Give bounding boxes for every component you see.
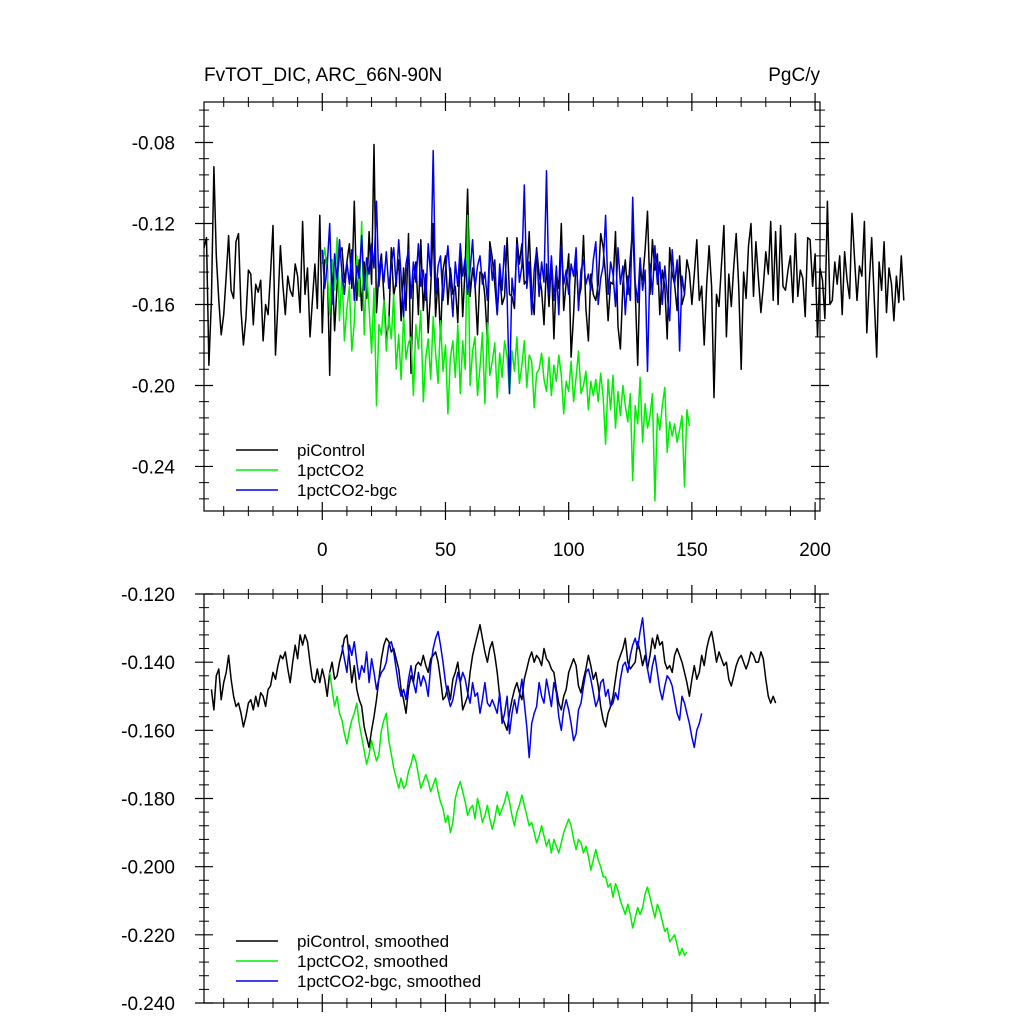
y-tick-label: -0.240 — [121, 994, 175, 1015]
legend-label-picontrol: piControl — [297, 441, 365, 460]
series-line-picontrol — [203, 143, 905, 399]
x-tick-label: 0 — [317, 540, 328, 561]
y-tick-label: -0.120 — [121, 585, 175, 606]
top-plot-frame — [203, 101, 821, 512]
y-tick-label: -0.24 — [132, 457, 176, 478]
legend-label-picontrol-smoothed: piControl, smoothed — [297, 932, 449, 951]
legend-label-1pctco2-smoothed: 1pctCO2, smoothed — [297, 952, 448, 971]
top-chart: FvTOT_DIC, ARC_66N-90N PgC/y -0.08-0.12-… — [132, 65, 905, 561]
series-line-picontrol-smoothed — [210, 623, 777, 749]
y-tick-label: -0.180 — [121, 790, 175, 811]
legend-label-1pctco2-bgc: 1pctCO2-bgc — [297, 481, 398, 500]
y-tick-label: -0.200 — [121, 858, 175, 879]
y-tick-label: -0.20 — [132, 376, 175, 397]
y-tick-label: -0.140 — [121, 653, 175, 674]
series-line-1pctco2 — [321, 214, 691, 502]
x-tick-label: 50 — [435, 540, 456, 561]
x-tick-label: 200 — [799, 540, 831, 561]
series-line-1pctco2-smoothed — [328, 672, 688, 957]
top-title: FvTOT_DIC, ARC_66N-90N — [204, 65, 442, 86]
series-line-1pctco2-bgc — [321, 149, 686, 395]
y-tick-label: -0.08 — [132, 133, 175, 154]
y-tick-label: -0.16 — [132, 295, 175, 316]
bottom-series-group — [210, 617, 777, 957]
top-y-axis: -0.08 -0.12 -0.16 -0.20 -0.24 — [132, 133, 176, 478]
top-x-axis: 0 50 100 150 200 — [317, 540, 831, 561]
x-tick-label: 150 — [676, 540, 708, 561]
top-series-group — [203, 143, 905, 502]
legend-label-1pctco2: 1pctCO2 — [297, 461, 364, 480]
bottom-y-axis: -0.120 -0.140 -0.160 -0.180 -0.200 -0.220 -0.2… — [121, 585, 175, 1015]
y-tick-label: -0.12 — [132, 214, 175, 235]
y-tick-label: -0.220 — [121, 926, 175, 947]
bottom-chart: -0.120 -0.140 -0.160 -0.180 -0.200 -0.220 -0.2… — [121, 585, 829, 1015]
y-tick-label: -0.160 — [121, 721, 175, 742]
x-tick-label: 100 — [553, 540, 585, 561]
top-axis-ticks — [195, 93, 829, 520]
bottom-axis-ticks — [195, 585, 829, 1012]
series-line-1pctco2-bgc-smoothed — [341, 617, 703, 759]
legend-label-1pctco2-bgc-smoothed: 1pctCO2-bgc, smoothed — [297, 972, 481, 991]
top-units: PgC/y — [768, 65, 820, 86]
